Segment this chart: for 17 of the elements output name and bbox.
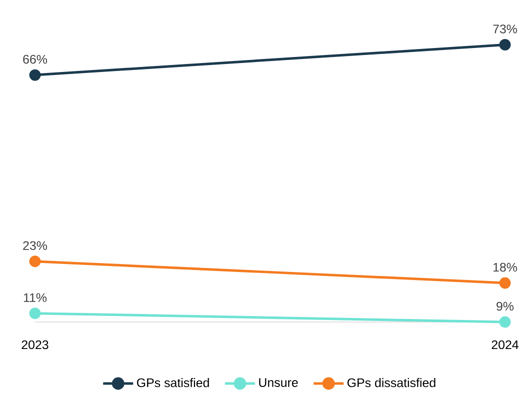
data-label: 11% <box>24 293 47 302</box>
data-label: 66% <box>23 54 48 64</box>
point <box>499 277 511 289</box>
data-label: 73% <box>493 24 518 34</box>
legend-label: Unsure <box>259 378 298 387</box>
x-tick-label: 2024 <box>492 340 518 350</box>
point <box>29 308 41 320</box>
x-tick-label: 2023 <box>22 340 48 350</box>
data-label: 23% <box>23 241 48 250</box>
point <box>29 69 41 81</box>
point <box>29 256 41 268</box>
legend-label: GPs dissatisfied <box>347 378 436 388</box>
point <box>499 38 511 50</box>
data-label: 9% <box>496 302 514 311</box>
legend-label: GPs satisfied <box>137 378 209 388</box>
data-label: 18% <box>493 262 518 272</box>
point <box>499 316 511 328</box>
